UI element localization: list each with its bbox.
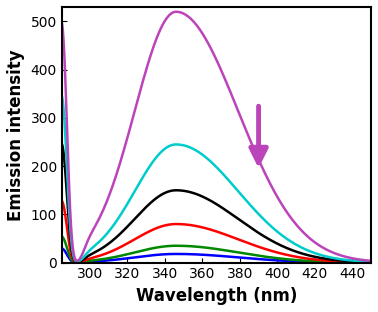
X-axis label: Wavelength (nm): Wavelength (nm) bbox=[136, 287, 297, 305]
Y-axis label: Emission intensity: Emission intensity bbox=[7, 49, 25, 221]
